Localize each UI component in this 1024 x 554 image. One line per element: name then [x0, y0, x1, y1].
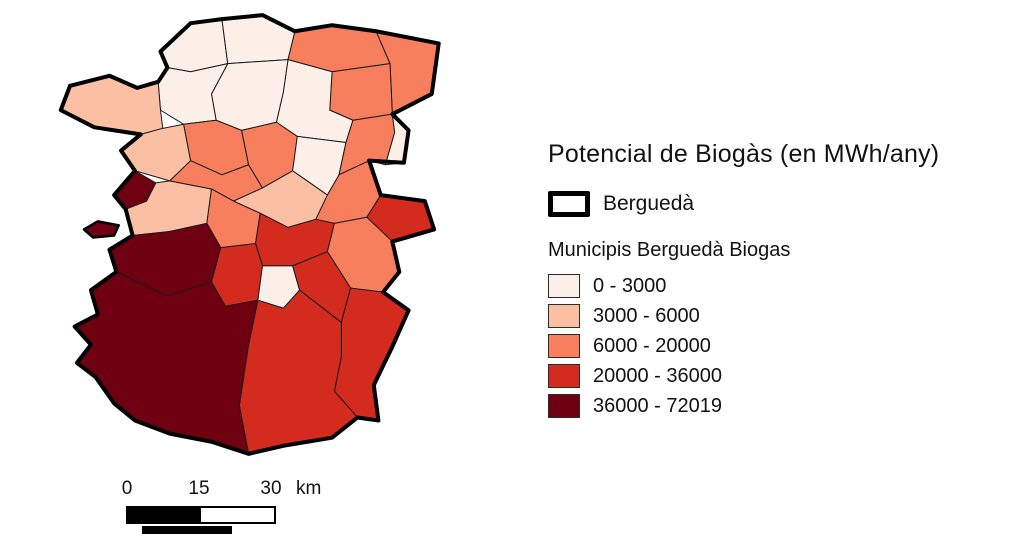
legend-title: Potencial de Biogàs (en MWh/any) [548, 140, 940, 168]
legend-class-row: 3000 - 6000 [548, 304, 1018, 328]
legend-class-row: 36000 - 72019 [548, 394, 1018, 418]
comarca-enclave-polygon [84, 221, 119, 237]
scale-tick-label: 15 [188, 478, 210, 499]
class-color-swatch [548, 304, 580, 328]
legend-layer-title: Municipis Berguedà Biogas [548, 239, 791, 261]
scale-bar-secondary-segment [142, 526, 232, 534]
municipality-polygon [330, 64, 393, 121]
municipality-polygon [334, 288, 408, 420]
legend-boundary-row: Berguedà [548, 191, 1018, 217]
class-range-label: 6000 - 20000 [593, 334, 711, 357]
class-range-label: 36000 - 72019 [593, 394, 723, 417]
bergueda-label: Berguedà [603, 192, 695, 215]
municipality-polygon [160, 19, 227, 72]
class-range-label: 20000 - 36000 [593, 364, 723, 387]
municipality-polygon [222, 15, 295, 64]
legend: Potencial de Biogàs (en MWh/any) Bergued… [548, 140, 1018, 424]
scale-bar-black-half [128, 508, 201, 522]
scale-bar-primary-segment [126, 506, 276, 524]
class-color-swatch [548, 274, 580, 298]
scale-bar: 0 15 30 km [118, 478, 358, 548]
comarca-boundary-outline [61, 15, 439, 454]
bergueda-outline-swatch [548, 191, 590, 217]
scale-tick-label: 30 [260, 478, 282, 499]
scale-tick-label: 0 [121, 478, 133, 499]
class-range-label: 0 - 3000 [593, 274, 667, 297]
legend-class-row: 0 - 3000 [548, 274, 1018, 298]
legend-class-row: 20000 - 36000 [548, 364, 1018, 388]
choropleth-map [48, 6, 448, 466]
class-color-swatch [548, 364, 580, 388]
legend-class-row: 6000 - 20000 [548, 334, 1018, 358]
class-color-swatch [548, 394, 580, 418]
scale-bar-white-half [201, 508, 274, 522]
class-range-label: 3000 - 6000 [593, 304, 700, 327]
class-color-swatch [548, 334, 580, 358]
scale-unit-label: km [296, 478, 322, 499]
